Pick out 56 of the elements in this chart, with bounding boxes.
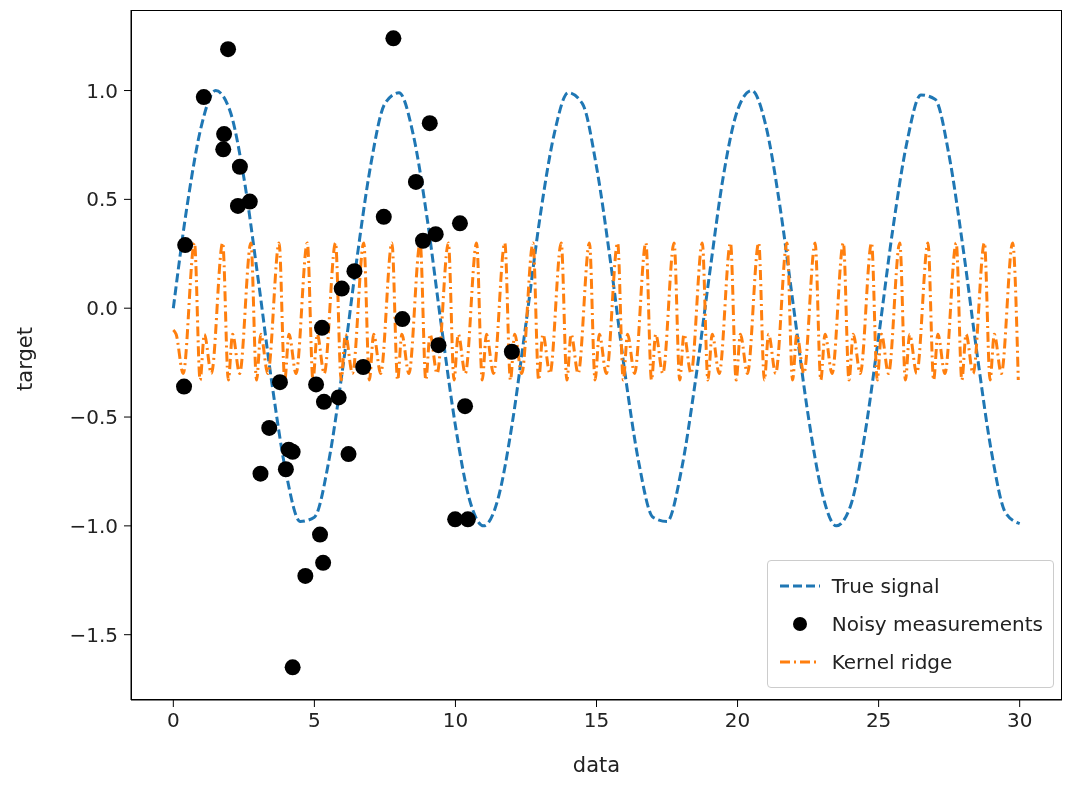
point (459, 511, 476, 528)
point (177, 237, 194, 254)
point (241, 193, 258, 210)
point (314, 319, 330, 336)
x-tick-label: 0 (166, 708, 180, 733)
line-series (171, 89, 1022, 528)
point (340, 446, 357, 463)
point (216, 126, 233, 143)
y-tick-label: 0.5 (86, 187, 118, 212)
point (421, 115, 438, 132)
point (271, 374, 288, 391)
point (333, 280, 350, 297)
point (277, 461, 294, 478)
point (231, 158, 248, 175)
point (346, 263, 363, 280)
point (315, 393, 332, 410)
x-tick-label: 5 (308, 708, 321, 733)
point (385, 30, 402, 47)
point (252, 465, 269, 482)
point (195, 89, 212, 106)
point (297, 567, 314, 584)
y-tick-label: 1.0 (86, 78, 118, 103)
point (176, 378, 193, 395)
x-tick-label: 10 (442, 708, 469, 733)
point (375, 208, 392, 225)
x-axis-title: data (572, 753, 621, 777)
y-tick-label: 0.0 (86, 296, 118, 321)
y-tick-label: −1.0 (69, 513, 118, 538)
x-tick-label: 15 (583, 708, 610, 733)
point (215, 141, 232, 158)
point (261, 419, 278, 436)
point (315, 554, 332, 571)
x-tick-label: 25 (865, 708, 892, 733)
legend-label: True signal (831, 574, 940, 598)
point (427, 226, 444, 243)
point (312, 526, 329, 543)
point (330, 389, 347, 406)
point (451, 215, 468, 232)
legend-label: Noisy measurements (831, 612, 1043, 636)
point (284, 659, 301, 676)
x-tick-label: 20 (724, 708, 751, 733)
y-axis-title: target (13, 327, 37, 391)
point (220, 41, 237, 58)
point (407, 173, 424, 190)
point (284, 443, 301, 460)
point (430, 337, 447, 354)
x-tick-label: 30 (1006, 708, 1033, 733)
point (503, 343, 520, 360)
point (457, 398, 474, 415)
point (355, 358, 372, 375)
point (308, 376, 325, 393)
point (394, 311, 411, 328)
y-tick-label: −1.5 (69, 622, 118, 647)
legend-label: Kernel ridge (831, 650, 953, 674)
point (415, 232, 431, 249)
y-tick-label: −0.5 (69, 405, 118, 430)
